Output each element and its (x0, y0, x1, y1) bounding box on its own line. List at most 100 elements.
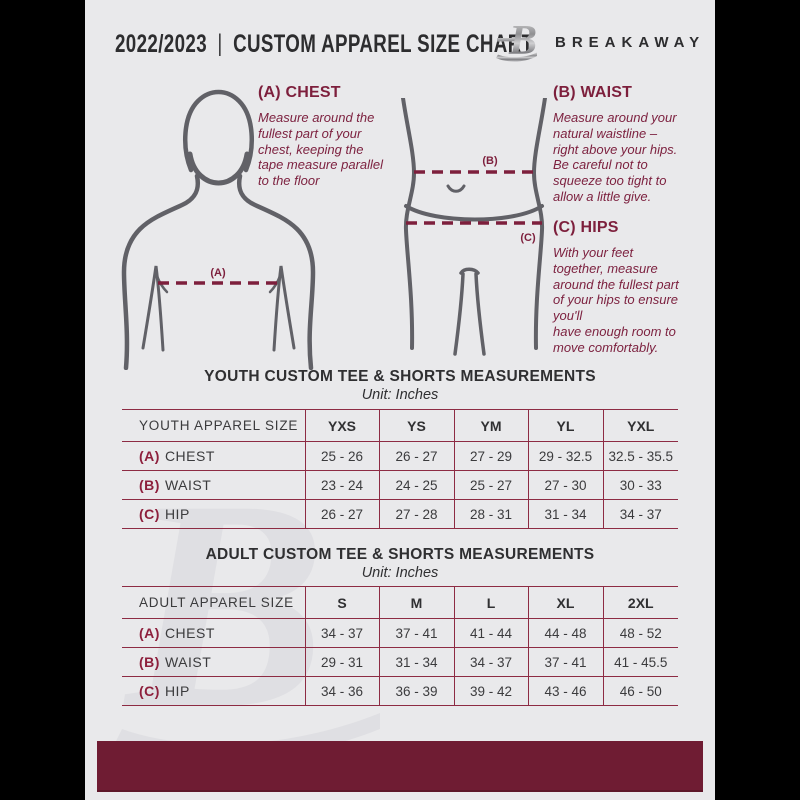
youth-table-title: YOUTH CUSTOM TEE & SHORTS MEASUREMENTS (204, 368, 596, 385)
size-cell: 46 - 50 (619, 683, 662, 699)
logo-bar (497, 38, 515, 42)
size-cell: 34 - 36 (305, 676, 380, 706)
size-cell: 34 - 37 (305, 618, 380, 648)
size-cell: 48 - 52 (619, 625, 662, 641)
size-cell: 27 - 30 (528, 470, 604, 500)
page-title: 2022/2023 | CUSTOM APPAREL SIZE CHART (115, 30, 533, 58)
right-chest-outline (272, 265, 296, 352)
table-header-row: ADULT APPAREL SIZE S M L XL 2XL (122, 586, 678, 619)
column-header: YS (379, 409, 455, 442)
logo-letter: B (508, 18, 537, 62)
table-row: (B) WAIST 23 - 24 24 - 25 25 - 27 27 - 30… (122, 470, 678, 500)
size-cell: 34 - 37 (454, 647, 529, 677)
brand-name: BREAKAWAY (555, 34, 706, 51)
season-year: 2022/2023 (115, 30, 208, 58)
waist-marker-label: (B) (482, 155, 498, 167)
size-cell: 23 - 24 (305, 470, 380, 500)
row-header: (A) CHEST (122, 441, 306, 471)
size-cell: 31 - 34 (528, 499, 604, 529)
column-header: YXL (627, 417, 655, 434)
youth-table-unit: Unit: Inches (361, 387, 439, 403)
left-chest-outline (141, 265, 165, 352)
row-prefix: (C) (139, 506, 160, 522)
adult-size-table: ADULT APPAREL SIZE S M L XL 2XL (A) CHEST… (122, 586, 678, 706)
column-header: YXS (305, 409, 380, 442)
size-cell: 26 - 27 (379, 441, 455, 471)
size-cell: 29 - 31 (305, 647, 380, 677)
torso-diagram: (A) (121, 89, 316, 370)
row-label: WAIST (164, 477, 212, 493)
size-cell: 31 - 34 (379, 647, 455, 677)
hip-marker-label: (C) (520, 232, 536, 244)
size-cell: 41 - 44 (454, 618, 529, 648)
logo-hull (496, 52, 537, 62)
row-header: (B) WAIST (122, 647, 306, 677)
right-shoulder-arm-outline (237, 173, 316, 370)
size-cell: 30 - 33 (619, 477, 662, 493)
row-header: (C) HIP (122, 676, 306, 706)
row-header: (B) WAIST (122, 470, 306, 500)
youth-size-table: YOUTH APPAREL SIZE YXS YS YM YL YXL (A) C… (122, 409, 678, 529)
hip-curve-outline (404, 204, 544, 222)
row-label: CHEST (164, 625, 215, 641)
hips-instructions: (C) HIPS With your feet together, measur… (553, 219, 703, 356)
size-cell: 37 - 41 (528, 647, 604, 677)
adult-table-unit: Unit: Inches (361, 565, 439, 581)
size-chart-page: 2022/2023 | CUSTOM APPAREL SIZE CHART B … (85, 0, 715, 800)
table-row: (A) CHEST 34 - 37 37 - 41 41 - 44 44 - 48… (122, 618, 678, 648)
breakaway-logo-icon: B (496, 18, 537, 62)
hips-heading: (C) HIPS (553, 219, 619, 236)
head-outline (183, 89, 254, 173)
right-armpit-notch (268, 274, 282, 294)
row-prefix: (C) (139, 683, 160, 699)
size-cell: 26 - 27 (305, 499, 380, 529)
navel-mark (446, 184, 466, 193)
column-header: S (305, 586, 380, 619)
column-header: L (454, 586, 529, 619)
crotch-outline (459, 267, 480, 275)
size-cell: 43 - 46 (528, 676, 604, 706)
chest-body: Measure around the fullest part of your … (258, 110, 384, 189)
size-cell: 25 - 26 (305, 441, 380, 471)
row-label: CHEST (164, 448, 215, 464)
size-cell: 41 - 45.5 (614, 654, 668, 670)
size-cell: 27 - 29 (454, 441, 529, 471)
size-cell: 29 - 32.5 (528, 441, 604, 471)
adult-table-title: ADULT CUSTOM TEE & SHORTS MEASUREMENTS (205, 546, 595, 563)
left-armpit-notch (155, 274, 169, 294)
waist-heading: (B) WAIST (553, 84, 633, 101)
column-header: XL (528, 586, 604, 619)
chest-marker-label: (A) (210, 267, 226, 279)
waist-body: Measure around your natural waistline – … (553, 110, 678, 204)
row-label: HIP (164, 683, 190, 699)
table-row: (B) WAIST 29 - 31 31 - 34 34 - 37 37 - 41… (122, 647, 678, 677)
size-cell: 28 - 31 (454, 499, 529, 529)
column-header: YM (454, 409, 529, 442)
table-row: (C) HIP 26 - 27 27 - 28 28 - 31 31 - 34 3… (122, 499, 678, 529)
left-inner-leg-outline (453, 272, 465, 356)
row-prefix: (A) (139, 625, 160, 641)
row-label: HIP (164, 506, 190, 522)
table-header-row: YOUTH APPAREL SIZE YXS YS YM YL YXL (122, 409, 678, 442)
right-inner-leg-outline (474, 272, 486, 356)
size-cell: 34 - 37 (619, 506, 662, 522)
table-row: (A) CHEST 25 - 26 26 - 27 27 - 29 29 - 32… (122, 441, 678, 471)
column-header: M (379, 586, 455, 619)
column-header: ADULT APPAREL SIZE (122, 586, 306, 619)
size-cell: 24 - 25 (379, 470, 455, 500)
size-cell: 36 - 39 (379, 676, 455, 706)
chest-heading: (A) CHEST (258, 84, 341, 101)
size-cell: 32.5 - 35.5 (608, 448, 674, 464)
column-header: YL (528, 409, 604, 442)
size-cell: 39 - 42 (454, 676, 529, 706)
hips-diagram: (B) (C) (401, 98, 547, 356)
size-cell: 37 - 41 (379, 618, 455, 648)
row-prefix: (B) (139, 477, 160, 493)
left-shoulder-arm-outline (121, 173, 200, 370)
row-header: (C) HIP (122, 499, 306, 529)
size-cell: 25 - 27 (454, 470, 529, 500)
waist-instructions: (B) WAIST Measure around your natural wa… (553, 84, 703, 205)
row-header: (A) CHEST (122, 618, 306, 648)
chest-instructions: (A) CHEST Measure around the fullest par… (258, 84, 408, 189)
hips-body: With your feet together, measure around … (553, 245, 679, 355)
